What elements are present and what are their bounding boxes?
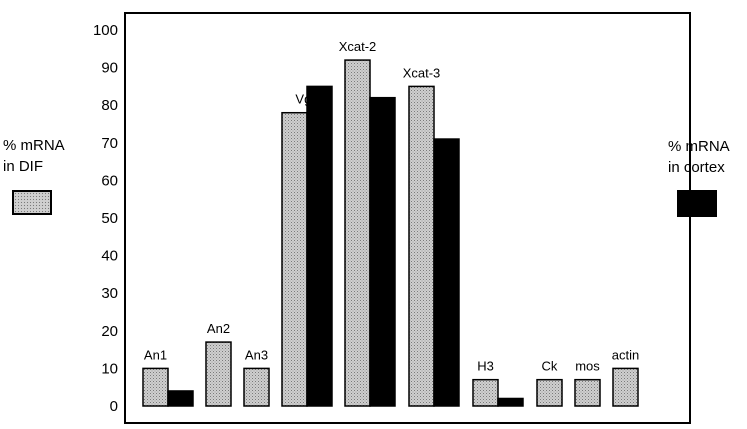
bar-dif-an1: [142, 367, 169, 407]
y-tick-label: 0: [110, 398, 118, 415]
bar-dif-mos: [574, 378, 601, 407]
plot-frame: [124, 12, 691, 424]
legend-cortex-label-line1: % mRNA: [668, 138, 730, 155]
category-label-actin: actin: [612, 347, 639, 362]
y-tick-label: 80: [101, 97, 118, 114]
y-tick-label: 70: [101, 135, 118, 152]
y-tick-label: 50: [101, 210, 118, 227]
y-tick-label: 90: [101, 60, 118, 77]
bar-dif-an3: [243, 367, 270, 407]
category-label-vg1: Vg1: [295, 92, 318, 107]
y-tick-label: 60: [101, 172, 118, 189]
bar-dif-xcat-2: [344, 59, 371, 407]
bar-cortex-xcat-3: [433, 138, 460, 407]
bar-dif-vg1: [281, 111, 308, 407]
y-tick-label: 100: [93, 22, 118, 39]
legend-dif-swatch: [12, 190, 52, 215]
bar-cortex-an1: [167, 390, 194, 407]
category-label-an3: An3: [245, 347, 268, 362]
category-label-an2: An2: [207, 321, 230, 336]
category-label-an1: An1: [144, 347, 167, 362]
bar-cortex-xcat-2: [369, 96, 396, 407]
legend-dif-label-line2: in DIF: [3, 158, 44, 175]
bar-cortex-h3: [497, 397, 524, 407]
y-tick-label: 30: [101, 285, 118, 302]
bar-dif-actin: [612, 367, 639, 407]
bar-dif-h3: [472, 378, 499, 407]
category-label-xcat-2: Xcat-2: [339, 39, 377, 54]
y-tick-label: 10: [101, 360, 118, 377]
bar-dif-xcat-3: [408, 85, 435, 407]
category-label-ck: Ck: [542, 359, 558, 374]
category-label-h3: H3: [477, 359, 494, 374]
bar-dif-an2: [205, 341, 232, 407]
category-label-xcat-3: Xcat-3: [403, 65, 441, 80]
legend-dif-label-line1: % mRNA: [3, 137, 65, 154]
legend-cortex-swatch: [677, 190, 717, 217]
bar-dif-ck: [536, 378, 563, 407]
y-tick-label: 20: [101, 323, 118, 340]
y-tick-label: 40: [101, 248, 118, 265]
legend-cortex-label-line2: in cortex: [668, 159, 725, 176]
bar-cortex-vg1: [306, 85, 333, 407]
category-label-mos: mos: [575, 359, 600, 374]
